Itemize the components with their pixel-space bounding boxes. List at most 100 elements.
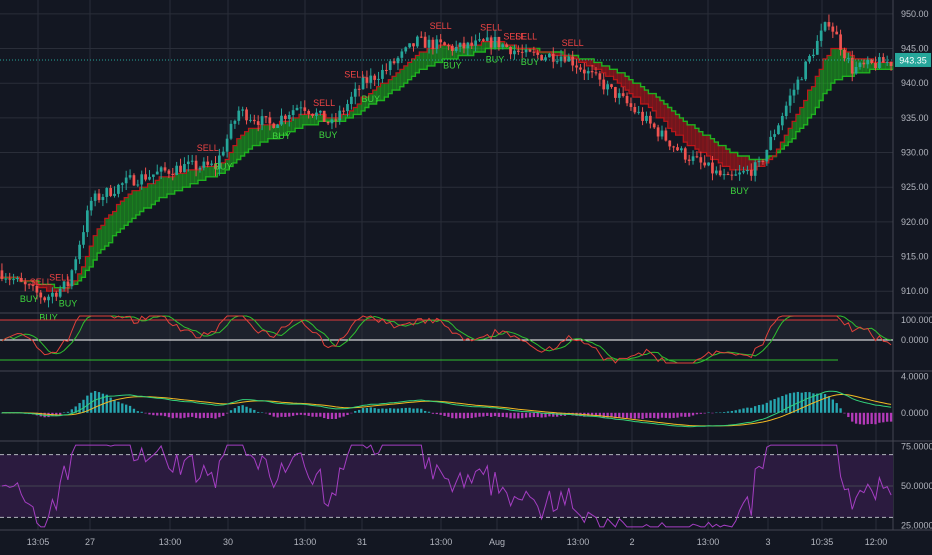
macd-histogram-bar	[125, 404, 128, 413]
band-segment	[656, 97, 661, 118]
band-segment	[77, 273, 83, 281]
macd-histogram-bar	[660, 412, 664, 418]
candle	[505, 42, 509, 48]
candle	[466, 41, 470, 56]
candle	[190, 154, 194, 165]
candle	[881, 53, 885, 63]
candle	[221, 146, 225, 157]
candle	[423, 31, 427, 48]
candle	[687, 154, 691, 166]
band-segment	[298, 114, 304, 129]
candle	[322, 110, 326, 122]
band-segment	[613, 69, 618, 80]
candle	[435, 35, 439, 54]
macd-signal-line	[1, 394, 892, 427]
band-segment	[671, 110, 677, 132]
candle	[691, 150, 695, 165]
candle	[548, 52, 551, 58]
candle	[839, 29, 842, 56]
macd-histogram-bar	[167, 412, 171, 418]
candle	[513, 44, 516, 60]
candle	[0, 263, 4, 282]
band-segment	[621, 72, 626, 87]
candle	[23, 278, 27, 292]
macd-histogram-bar	[835, 403, 838, 413]
macd-histogram-bar	[420, 408, 423, 413]
candle	[850, 50, 854, 82]
candle	[571, 50, 575, 72]
band-segment	[81, 266, 86, 278]
candle	[54, 290, 58, 301]
band-segment	[364, 97, 370, 108]
rsi-axis-label: 75.0000	[901, 442, 932, 452]
candle	[167, 168, 171, 179]
macd-histogram-bar	[528, 412, 532, 418]
candle	[656, 124, 660, 142]
macd-histogram-bar	[757, 405, 761, 413]
price-axis-label: 910.00	[901, 286, 929, 296]
macd-histogram-bar	[851, 412, 854, 422]
macd-histogram-bar	[264, 412, 268, 414]
candle	[711, 156, 714, 181]
band-segment	[353, 107, 358, 115]
candle	[582, 62, 586, 81]
candle	[12, 273, 15, 285]
macd-histogram-bar	[524, 412, 528, 418]
band-segment	[403, 65, 409, 84]
macd-histogram-bar	[501, 412, 504, 418]
candle	[594, 67, 598, 76]
band-segment	[427, 48, 432, 66]
candle	[31, 279, 35, 291]
candle	[765, 149, 769, 166]
candle	[443, 41, 446, 46]
macd-histogram-bar	[726, 411, 730, 413]
candle	[408, 43, 411, 49]
macd-histogram-bar	[769, 400, 772, 413]
candle	[144, 167, 147, 182]
macd-histogram-bar	[78, 403, 81, 413]
candle	[330, 113, 334, 130]
band-segment	[388, 79, 393, 94]
buy-signal: BUY	[521, 57, 540, 67]
candle	[206, 155, 210, 168]
macd-histogram-bar	[171, 412, 174, 419]
macd-histogram-bar	[486, 412, 489, 416]
band-segment	[349, 110, 354, 118]
macd-histogram-bar	[878, 412, 881, 423]
candle	[179, 158, 182, 174]
macd-histogram-bar	[272, 412, 275, 417]
candle	[307, 109, 311, 119]
band-segment	[648, 93, 653, 108]
band-segment	[73, 280, 79, 285]
candle	[62, 281, 66, 292]
band-segment	[430, 48, 436, 66]
band-segment	[675, 114, 680, 136]
macd-histogram-bar	[210, 412, 213, 418]
candle	[159, 165, 163, 180]
macd-histogram-bar	[323, 412, 326, 419]
price-axis-label: 925.00	[901, 182, 929, 192]
candle	[804, 60, 808, 82]
band-segment	[396, 72, 401, 91]
candle	[4, 273, 8, 284]
macd-histogram-bar	[70, 409, 73, 413]
macd-histogram-bar	[249, 408, 252, 413]
macd-histogram-bar	[462, 412, 466, 419]
macd-histogram-bar	[319, 412, 322, 417]
band-segment	[221, 162, 226, 174]
candle	[718, 164, 722, 177]
candle	[454, 40, 458, 53]
candle	[854, 61, 858, 75]
candle	[637, 105, 641, 115]
band-segment	[283, 121, 288, 136]
candle	[19, 272, 23, 283]
candle	[792, 83, 796, 104]
macd-histogram-bar	[326, 412, 330, 420]
macd-histogram-bar	[754, 406, 757, 413]
macd-histogram-bar	[606, 412, 609, 418]
candle	[392, 58, 396, 65]
sell-signal: SELL	[313, 98, 335, 108]
macd-histogram-bar	[792, 392, 796, 413]
